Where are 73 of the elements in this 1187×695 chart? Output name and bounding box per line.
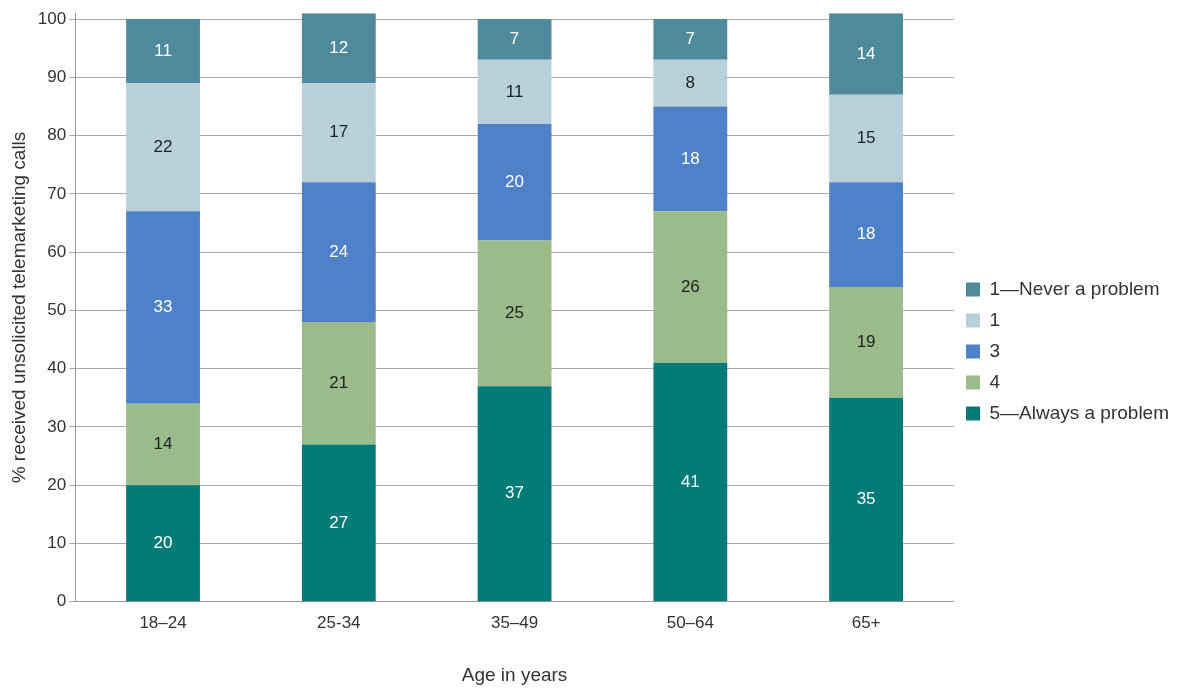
- y-tick-label: 30: [47, 416, 67, 436]
- x-tick-label: 18–24: [139, 612, 187, 632]
- x-axis-title: Age in years: [461, 663, 568, 685]
- bar: [301, 83, 376, 183]
- y-tick-label: 90: [47, 66, 67, 86]
- bar: [653, 211, 728, 363]
- y-tick-label: 0: [56, 591, 67, 611]
- data-label: 41: [680, 471, 700, 491]
- x-tick-label: 35–49: [490, 612, 539, 632]
- legend-label: 4: [989, 370, 1001, 392]
- data-label: 20: [505, 171, 525, 191]
- bar: [653, 59, 728, 107]
- data-label: 11: [154, 40, 172, 60]
- bar: [829, 287, 904, 398]
- data-label: 27: [329, 512, 349, 532]
- bar: [126, 211, 200, 404]
- y-tick-label: 60: [47, 241, 67, 261]
- legend-label: 3: [989, 339, 1001, 361]
- data-label: 12: [329, 37, 349, 57]
- data-label: 17: [329, 122, 349, 142]
- data-label: 37: [505, 483, 525, 503]
- data-label: 19: [856, 332, 876, 352]
- data-label: 18: [680, 148, 700, 168]
- bar: [477, 123, 552, 241]
- data-label: 14: [856, 43, 876, 63]
- y-tick-label: 40: [47, 358, 67, 378]
- bar: [301, 322, 376, 445]
- y-axis-title: % received unsolicited telemarketing calls: [7, 131, 29, 484]
- bar: [653, 106, 728, 212]
- y-tick-label: 50: [47, 300, 67, 320]
- data-label: 14: [153, 434, 173, 454]
- bar: [829, 182, 904, 288]
- data-label: 7: [509, 29, 520, 49]
- legend-label: 1—Never a problem: [989, 277, 1160, 299]
- bar: [477, 19, 552, 60]
- legend-label: 5—Always a problem: [989, 401, 1170, 423]
- y-tick-label: 100: [37, 8, 67, 28]
- data-label: 15: [856, 128, 876, 148]
- x-tick-label: 50–64: [666, 612, 714, 632]
- data-label: 35: [856, 489, 876, 509]
- bar: [301, 182, 376, 323]
- bar: [301, 444, 376, 602]
- bar: [653, 362, 728, 602]
- y-tick-label: 70: [47, 183, 67, 203]
- bar: [829, 397, 904, 602]
- data-label: 33: [153, 297, 173, 317]
- data-label: 20: [153, 532, 173, 552]
- data-label: 11: [505, 81, 524, 101]
- legend-label: 1: [989, 308, 1001, 330]
- bar: [829, 94, 904, 183]
- bar: [126, 83, 200, 212]
- y-tick-label: 20: [47, 474, 67, 494]
- x-tick-label: 25-34: [317, 612, 361, 632]
- bar: [126, 485, 200, 602]
- bar: [126, 403, 200, 486]
- data-label: 7: [685, 29, 696, 49]
- data-label: 21: [329, 372, 349, 392]
- bar: [477, 59, 552, 124]
- bar: [829, 13, 904, 95]
- data-label: 25: [505, 303, 525, 323]
- data-label: 18: [856, 224, 876, 244]
- y-tick-label: 10: [47, 533, 67, 553]
- data-label: 8: [685, 72, 696, 92]
- bar: [477, 240, 552, 387]
- data-label: 26: [680, 276, 700, 296]
- data-label: 24: [329, 241, 349, 261]
- data-label: 22: [153, 136, 173, 156]
- bar: [301, 13, 376, 84]
- y-tick-label: 80: [47, 125, 67, 145]
- bar: [653, 19, 728, 60]
- bar: [477, 386, 552, 602]
- bar: [126, 19, 200, 84]
- x-tick-label: 65+: [851, 612, 881, 632]
